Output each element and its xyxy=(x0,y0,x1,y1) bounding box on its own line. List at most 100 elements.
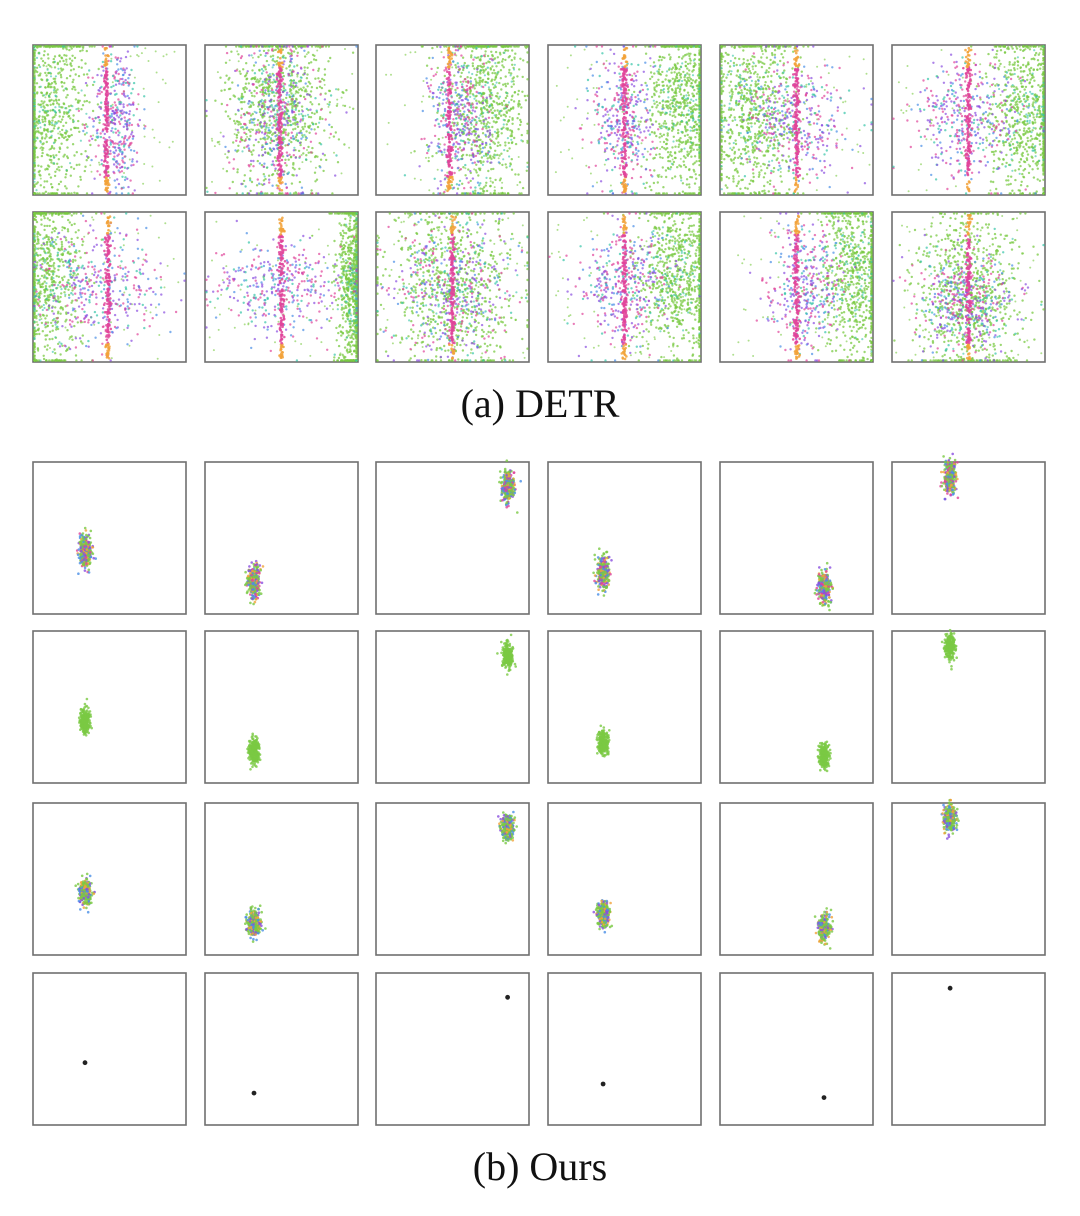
scatter-point xyxy=(39,65,42,69)
scatter-point xyxy=(282,56,285,59)
scatter-point xyxy=(689,150,692,154)
scatter-point xyxy=(258,182,261,185)
scatter-point xyxy=(455,141,458,144)
scatter-point xyxy=(684,73,687,76)
scatter-point xyxy=(293,116,296,119)
scatter-point xyxy=(226,156,229,159)
scatter-point xyxy=(91,109,95,113)
scatter-point xyxy=(665,142,668,145)
scatter-point xyxy=(249,163,253,166)
scatter-point xyxy=(52,103,55,106)
scatter-point xyxy=(492,120,495,123)
scatter-point xyxy=(245,87,248,90)
scatter-point xyxy=(471,190,475,193)
scatter-point xyxy=(480,79,483,83)
scatter-point xyxy=(488,110,491,113)
scatter-point xyxy=(341,90,344,94)
scatter-point xyxy=(688,73,691,76)
scatter-point xyxy=(280,147,283,151)
scatter-point xyxy=(33,177,36,181)
scatter-point xyxy=(684,156,687,159)
scatter-point xyxy=(48,100,51,103)
scatter-point xyxy=(663,120,667,123)
scatter-point xyxy=(672,122,675,125)
scatter-point xyxy=(296,123,299,126)
scatter-point xyxy=(489,184,492,188)
scatter-point xyxy=(698,159,701,163)
scatter-point xyxy=(114,79,117,82)
scatter-point xyxy=(129,55,132,58)
scatter-point xyxy=(284,56,287,60)
scatter-point xyxy=(485,104,488,107)
scatter-point xyxy=(52,45,56,48)
scatter-point xyxy=(686,72,689,75)
scatter-point xyxy=(220,102,223,106)
scatter-point xyxy=(447,123,451,126)
scatter-point xyxy=(674,90,677,93)
scatter-point xyxy=(277,137,281,141)
scatter-point xyxy=(486,72,490,76)
scatter-point xyxy=(688,146,692,150)
scatter-point xyxy=(446,94,450,97)
scatter-point xyxy=(60,81,63,84)
scatter-point xyxy=(456,113,459,116)
scatter-point xyxy=(263,162,266,165)
scatter-point xyxy=(233,133,236,135)
scatter-point xyxy=(489,177,492,180)
scatter-point xyxy=(485,108,488,111)
scatter-point xyxy=(249,45,252,48)
scatter-point xyxy=(126,177,129,180)
scatter-point xyxy=(49,103,52,107)
scatter-point xyxy=(303,55,307,58)
scatter-point xyxy=(348,106,351,109)
scatter-point xyxy=(650,131,654,134)
scatter-point xyxy=(151,165,154,168)
scatter-point xyxy=(273,164,276,167)
scatter-point xyxy=(43,61,47,65)
scatter-point xyxy=(111,106,115,109)
scatter-point xyxy=(205,186,208,190)
scatter-point xyxy=(420,137,423,141)
scatter-point xyxy=(483,125,486,128)
scatter-point xyxy=(271,48,274,51)
scatter-point xyxy=(278,45,282,48)
scatter-point xyxy=(669,58,672,61)
scatter-point xyxy=(64,173,68,176)
scatter-point xyxy=(50,85,53,89)
scatter-point xyxy=(494,84,497,87)
scatter-point xyxy=(251,94,254,98)
scatter-point xyxy=(496,71,499,74)
scatter-point xyxy=(117,98,120,101)
scatter-point xyxy=(492,167,495,171)
scatter-point xyxy=(238,98,241,101)
scatter-point xyxy=(224,110,227,113)
scatter-point xyxy=(277,151,281,155)
scatter-point xyxy=(691,74,695,77)
scatter-point xyxy=(463,110,466,113)
scatter-point xyxy=(224,153,227,156)
scatter-point xyxy=(679,165,683,168)
scatter-point xyxy=(261,113,265,117)
scatter-point xyxy=(696,148,699,151)
scatter-point xyxy=(685,94,688,97)
scatter-point xyxy=(47,192,50,195)
scatter-point xyxy=(644,45,647,48)
scatter-point xyxy=(33,62,36,65)
scatter-point xyxy=(296,54,299,57)
scatter-point xyxy=(694,136,697,139)
scatter-point xyxy=(337,138,341,141)
scatter-point xyxy=(98,121,101,125)
scatter-point xyxy=(258,162,262,165)
scatter-point xyxy=(521,75,524,79)
scatter-point xyxy=(473,161,476,164)
scatter-point xyxy=(287,74,291,77)
scatter-point xyxy=(303,69,306,72)
scatter-point xyxy=(291,95,294,98)
scatter-point xyxy=(639,120,642,123)
scatter-point xyxy=(240,182,243,186)
scatter-point xyxy=(236,134,239,137)
scatter-point xyxy=(39,121,42,124)
scatter-point xyxy=(454,91,457,94)
scatter-point xyxy=(64,87,67,90)
scatter-point xyxy=(273,94,276,98)
